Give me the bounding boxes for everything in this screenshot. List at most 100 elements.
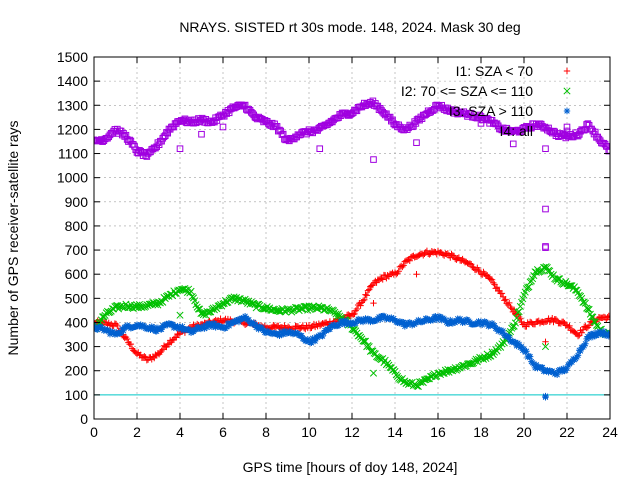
series-1-point [517,315,524,322]
legend: I1: SZA < 70 I2: 70 <= SZA <= 110 I3: SZA … [401,63,571,139]
series-3-point [599,331,606,338]
chart-title: NRAYS. SISTED rt 30s mode. 148, 2024. Ma… [179,19,520,35]
series-3-point [132,323,139,331]
series-1-point [560,318,567,326]
series-1-point [502,296,509,303]
series-1-point [395,268,402,275]
series-3-point [562,367,569,374]
series-2-point [576,292,585,300]
series-3-point [401,323,409,330]
series-3-point [294,330,302,337]
series-1-outlier [370,299,377,307]
series-3-point [304,335,311,343]
series-1-point [127,340,135,348]
series-3-point [512,339,519,346]
series-3-point [377,316,384,323]
series-3-point [352,319,359,327]
series-1-point [450,252,458,260]
legend-marker-1 [563,67,571,75]
series-3-point [276,332,283,339]
series-2-point [304,306,312,314]
series-2-point [352,327,360,335]
series-1-point [361,296,368,303]
series-3-point [499,327,507,335]
series-4-outlier [251,114,259,121]
series-3-point [442,316,449,324]
series-1-point [579,326,587,333]
series-1-point [566,322,573,330]
series-3-point [396,318,404,325]
series-2-point [585,305,593,313]
series-2-point [224,298,232,306]
series-3-point [202,321,209,329]
series-2 [94,263,610,390]
x-tick-label: 22 [559,424,575,440]
series-3-point [207,321,214,328]
series-3-point [390,315,397,322]
series-4-point [122,131,130,139]
series-3-point [174,323,181,330]
y-tick-label: 1500 [57,49,88,65]
series-3-point [225,322,233,330]
y-tick-label: 1100 [58,146,88,162]
series-2-point [196,305,204,313]
series-4-outlier [370,156,377,163]
series-3-point [336,321,343,328]
series-3-point [375,313,383,321]
series-2-outlier [369,369,378,377]
series-2-point [516,302,524,310]
series-4-point [94,136,98,144]
series-3-point [600,328,608,335]
series-1-point [141,353,148,360]
series-4-outlier [542,145,549,153]
series-3-point [241,313,249,320]
series-3-outlier [542,394,549,401]
tick-labels: 0 2 4 6 8 10 12 14 16 18 20 22 240100200300400500600… [57,49,618,440]
series-3-point [308,339,315,347]
series-3-point [577,347,584,355]
legend-label-3: I3: SZA > 110 [449,103,533,119]
legend-marker-3 [563,107,571,115]
series-3-point [582,340,589,347]
series-2-point [309,303,317,311]
x-tick-label: 18 [473,424,489,440]
series-1-point [350,311,357,318]
series-1-point [487,275,495,283]
series-3-point [277,328,284,335]
series-4-outlier [219,123,227,131]
series-3-point [581,342,588,349]
y-tick-label: 1400 [57,73,88,89]
series-2-point [584,305,592,313]
series-2-point [414,382,422,390]
series-3-point [250,319,257,326]
series-3-point [186,326,194,334]
series-3-point [453,318,460,325]
series-1-point [123,335,131,343]
series-1-point [490,279,497,287]
series-3-point [200,323,207,330]
series-1-point [467,261,475,268]
series-4-outlier [563,123,571,131]
series-1-point [400,262,407,269]
series-1-point [399,263,406,271]
series-3-point [203,324,211,331]
series-3-point [119,325,126,332]
x-tick-label: 14 [387,424,403,440]
series-4-outlier [542,244,549,251]
y-tick-label: 400 [65,314,89,330]
series-1-point [366,286,373,293]
series-1-point [585,322,593,329]
series-3-point [515,341,523,348]
series-3-point [326,326,334,333]
x-tick-label: 24 [602,424,618,440]
legend-label-4: I4: all [500,123,533,139]
series-1-point [493,283,501,291]
series-1-point [114,322,121,330]
series-3-point [149,326,157,333]
series-1-point [357,302,364,309]
series-2-point [334,310,343,318]
series-3-point [259,324,266,332]
series-3-point [320,329,327,337]
series-3-point [151,324,158,331]
series-1-point [175,331,182,338]
